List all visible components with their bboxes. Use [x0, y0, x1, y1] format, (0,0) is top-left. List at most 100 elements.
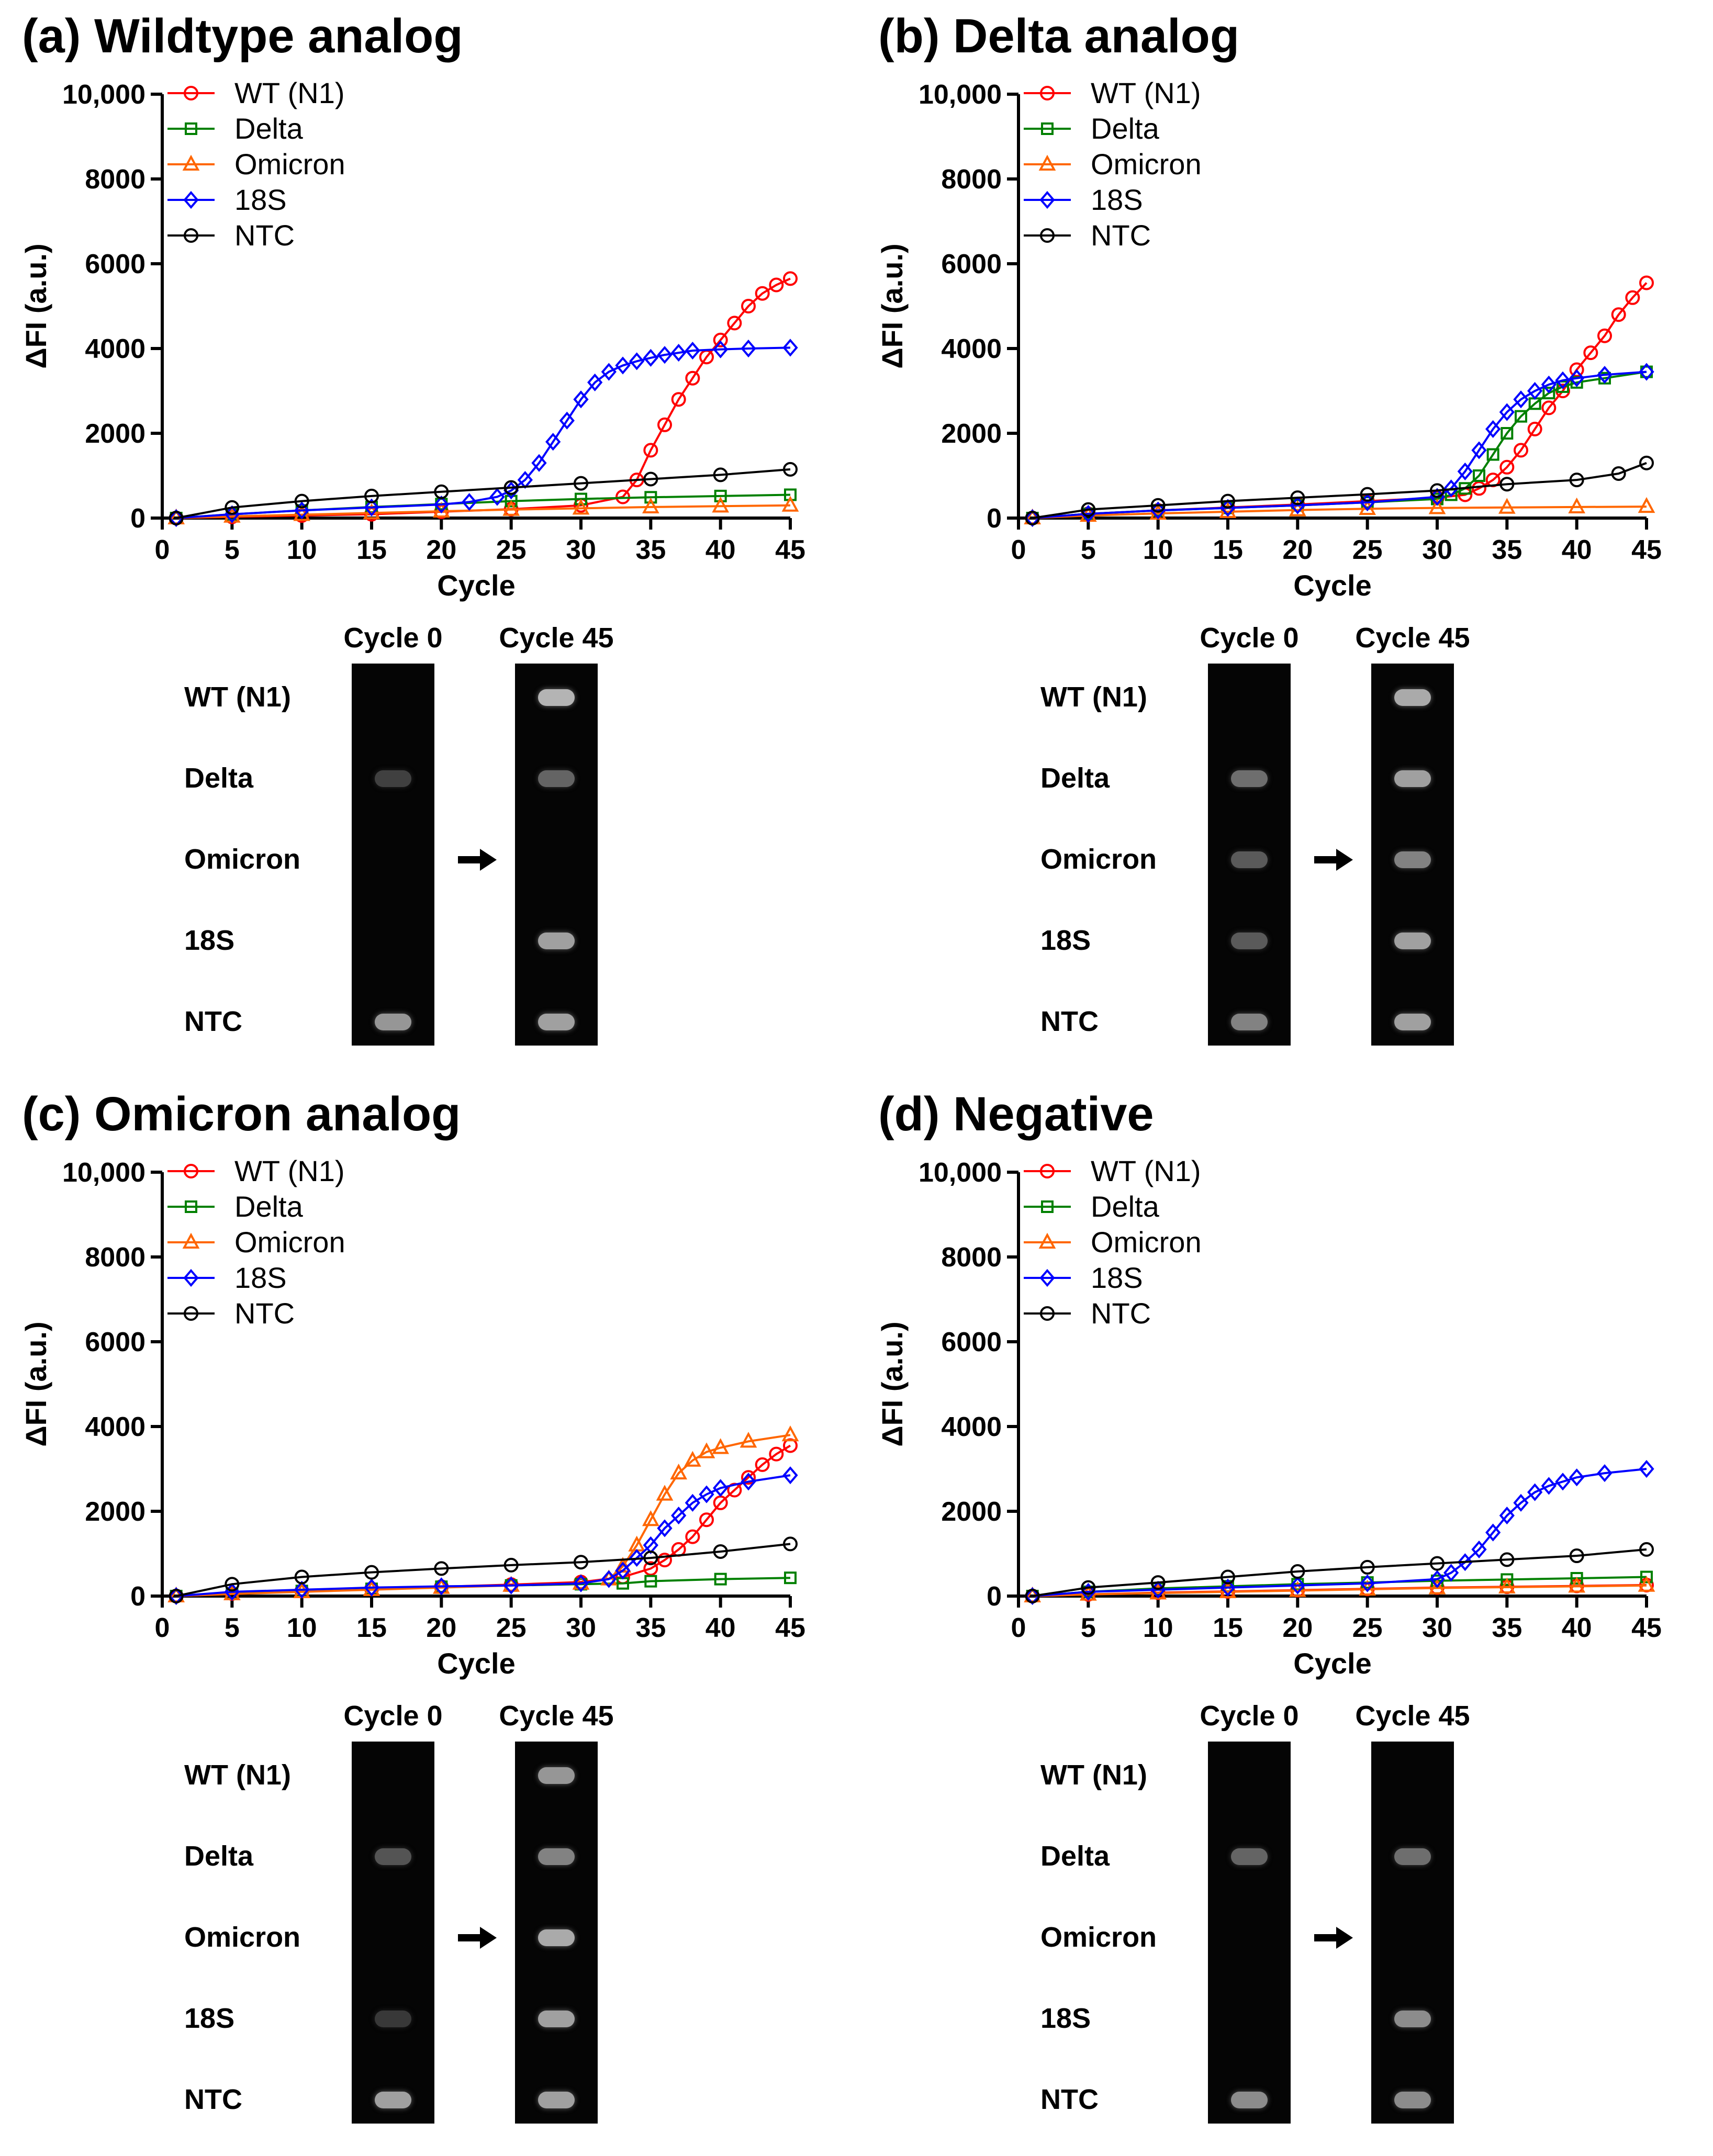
x-axis-label: Cycle: [1293, 569, 1371, 602]
x-tick-label: 40: [1562, 1613, 1592, 1643]
gel-row-label: Omicron: [1040, 1922, 1157, 1953]
data-point: [1290, 1576, 1305, 1594]
data-point: [671, 1507, 687, 1525]
x-tick-label: 30: [1422, 1613, 1452, 1643]
x-tick-label: 15: [1213, 535, 1243, 565]
data-point: [1221, 493, 1235, 509]
legend-entry: Omicron: [1024, 148, 1202, 181]
legend-marker: [185, 122, 197, 135]
legend-marker: [1041, 122, 1054, 135]
panel-title: (a) Wildtype analog: [22, 9, 463, 63]
arrow-icon: [1314, 849, 1353, 871]
data-point: [714, 1573, 727, 1586]
data-point: [685, 1494, 700, 1512]
data-point: [782, 339, 798, 357]
legend-label: WT (N1): [234, 76, 345, 109]
legend-marker: [182, 154, 200, 171]
data-point: [574, 476, 588, 491]
legend-label: Delta: [1091, 112, 1160, 145]
data-point: [741, 1470, 756, 1485]
panel-c: (c) Omicron analog 0 2000 4000 6000 8000 10,00…: [0, 1078, 856, 2156]
y-tick-label: 2000: [85, 1497, 145, 1527]
data-point: [714, 489, 727, 502]
data-point: [1360, 1574, 1375, 1592]
series-delta: [1026, 365, 1653, 524]
data-point: [601, 363, 617, 381]
x-tick-label: 45: [1631, 1613, 1662, 1643]
data-point: [629, 1549, 645, 1567]
data-point: [434, 1561, 449, 1576]
y-tick-label: 2000: [85, 419, 145, 449]
data-point: [1080, 1582, 1096, 1601]
gel-band: [375, 2011, 411, 2027]
gel-band: [538, 1014, 575, 1030]
gel-band: [538, 1848, 575, 1865]
arrow-icon: [1314, 1927, 1353, 1949]
data-point: [740, 1432, 757, 1448]
x-tick-label: 40: [706, 535, 736, 565]
x-tick-label: 35: [1492, 1613, 1522, 1643]
x-tick-label: 10: [287, 1613, 317, 1643]
legend-entry: 18S: [1024, 1261, 1143, 1294]
gel-band: [1394, 1848, 1431, 1865]
gel-band: [375, 2092, 411, 2108]
y-tick-label: 6000: [941, 1327, 1002, 1357]
data-point: [1486, 448, 1499, 461]
x-tick-label: 20: [1282, 535, 1313, 565]
series-line: [176, 1434, 791, 1597]
data-point: [1025, 511, 1040, 525]
gel-row-label: NTC: [184, 1006, 242, 1037]
y-tick-label: 0: [987, 503, 1002, 534]
data-point: [769, 1446, 784, 1462]
x-axis-label: Cycle: [1293, 1647, 1371, 1680]
gel-row-label: 18S: [184, 2003, 235, 2034]
legend-entry: NTC: [167, 219, 295, 252]
x-tick-label: 25: [496, 1613, 527, 1643]
x-tick-label: 5: [1081, 1613, 1096, 1643]
data-point: [1360, 487, 1375, 502]
data-point: [1443, 1564, 1459, 1582]
data-point: [572, 499, 590, 515]
data-point: [1527, 421, 1542, 436]
data-point: [713, 1479, 729, 1497]
x-tick-label: 40: [1562, 535, 1592, 565]
data-point: [1457, 1553, 1473, 1571]
x-tick-label: 45: [775, 535, 805, 565]
gel-band: [1394, 2011, 1431, 2027]
x-tick-label: 10: [287, 535, 317, 565]
data-point: [1498, 1577, 1516, 1593]
legend-label: Omicron: [234, 1226, 345, 1259]
legend-entry: Delta: [167, 112, 304, 145]
series-wt-n1: [169, 1438, 798, 1603]
data-point: [1514, 443, 1528, 458]
data-point: [573, 390, 589, 409]
data-point: [433, 1577, 449, 1596]
data-point: [615, 1562, 631, 1580]
data-point: [1583, 345, 1598, 361]
legend-marker: [183, 1268, 199, 1287]
y-tick-label: 8000: [85, 1242, 145, 1273]
legend-marker: [1040, 1164, 1055, 1178]
data-point: [1569, 1548, 1584, 1564]
data-point: [1457, 462, 1473, 480]
gel-band: [1394, 689, 1431, 706]
gel-band: [538, 2092, 575, 2108]
data-point: [643, 349, 658, 367]
x-tick-label: 0: [155, 535, 170, 565]
series-line: [1032, 506, 1647, 519]
data-point: [1513, 1494, 1529, 1512]
gel-band: [538, 933, 575, 949]
data-point: [531, 454, 547, 472]
x-tick-label: 25: [496, 535, 527, 565]
data-point: [587, 373, 603, 391]
data-point: [1428, 498, 1446, 514]
series-line: [1032, 462, 1647, 519]
x-tick-label: 25: [1352, 1613, 1383, 1643]
gel-row-label: WT (N1): [1040, 681, 1147, 713]
x-tick-label: 45: [775, 1613, 805, 1643]
x-tick-label: 40: [706, 1613, 736, 1643]
data-point: [1541, 1477, 1557, 1495]
data-point: [1638, 1576, 1655, 1592]
data-point: [1471, 1540, 1487, 1558]
gel-band: [1394, 2092, 1431, 2108]
